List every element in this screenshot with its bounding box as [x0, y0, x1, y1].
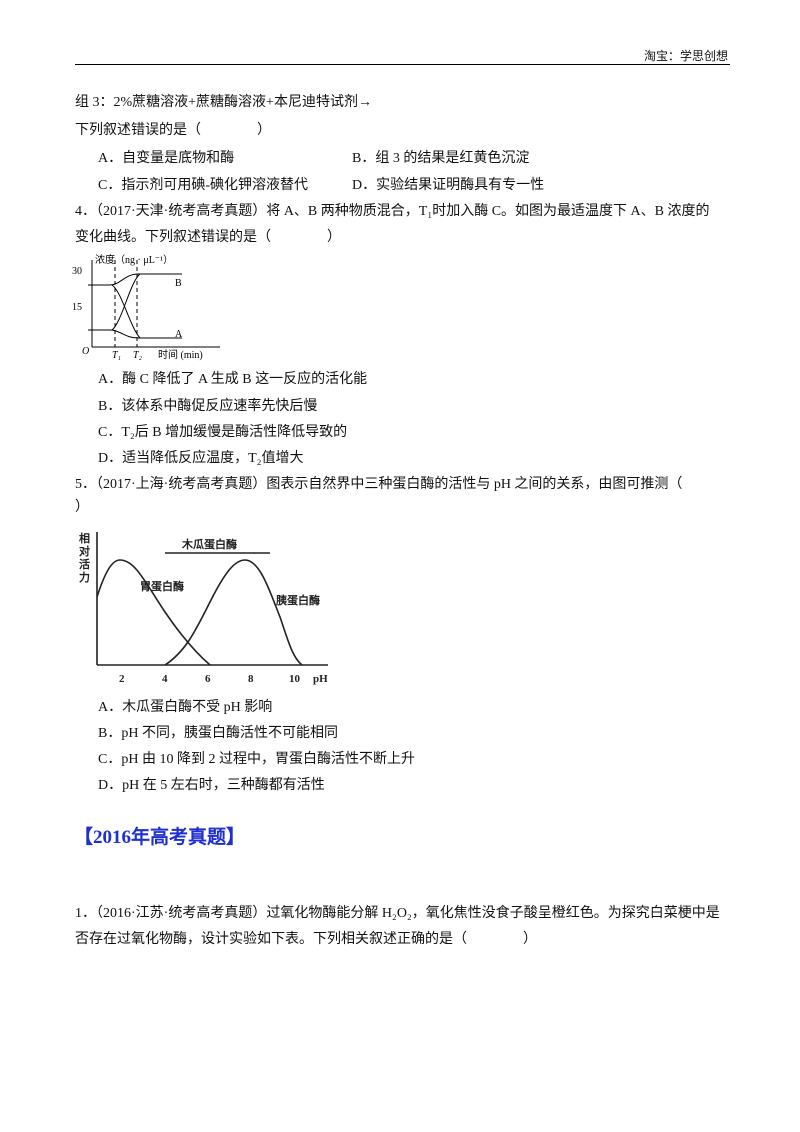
option: A．自变量是底物和酶 [98, 151, 235, 166]
option: D．适当降低反应温度，T₂值增大 [98, 451, 304, 466]
x-tick-label: 2 [119, 673, 125, 685]
x-axis-title: pH [313, 673, 328, 685]
x-tick-label: T₂ [133, 350, 143, 361]
question-stem: 下列叙述错误的是（ ） [75, 123, 271, 138]
figure-enzyme-activity: 相 对 活 力 木瓜蛋白酶 胃蛋白酶 胰蛋白酶 2 4 6 8 10 pH [79, 531, 328, 685]
curve-label: 木瓜蛋白酶 [181, 537, 237, 551]
x-tick-label: 10 [289, 673, 301, 685]
curve-b [88, 273, 182, 286]
question-stem: 否存在过氧化物酶，设计实验如下表。下列相关叙述正确的是（ ） [75, 932, 537, 947]
y-tick-label: 15 [72, 302, 82, 313]
option: B．pH 不同，胰蛋白酶活性不可能相同 [98, 726, 338, 741]
header-rule [75, 64, 730, 65]
y-axis-title: 活 [79, 557, 90, 571]
option: C．pH 由 10 降到 2 过程中，胃蛋白酶活性不断上升 [98, 752, 415, 767]
curve-a [88, 329, 182, 339]
option: D．实验结果证明酶具有专一性 [352, 178, 545, 193]
text-line: 组 3：2%蔗糖溶液+蔗糖酶溶液+本尼迪特试剂→ [75, 95, 372, 110]
y-axis-title: 对 [79, 544, 90, 558]
question-stem: 5．（2017·上海·统考高考真题）图表示自然界中三种蛋白酶的活性与 pH 之间… [75, 477, 683, 492]
y-tick-label: 30 [72, 266, 82, 277]
x-tick-label: 4 [162, 673, 168, 685]
section-title: 【2016年高考真题】 [74, 827, 246, 848]
figure-concentration: 浓度（ng · μL⁻¹） 30 15 O T₁ T₂ 时间 (min) B A [72, 253, 220, 361]
curve-label: A [175, 329, 183, 340]
curve-cross [111, 284, 141, 339]
option: A．木瓜蛋白酶不受 pH 影响 [98, 700, 273, 715]
curve-label: B [175, 278, 182, 289]
option: C．指示剂可用碘-碘化钾溶液替代 [98, 178, 308, 193]
option: D．pH 在 5 左右时，三种酶都有活性 [98, 778, 325, 793]
y-axis-title: 力 [79, 570, 90, 584]
option: B．组 3 的结果是红黄色沉淀 [352, 151, 530, 166]
question-stem: 变化曲线。下列叙述错误的是（ ） [75, 230, 341, 245]
curve-label: 胰蛋白酶 [275, 593, 320, 607]
option: B．该体系中酶促反应速率先快后慢 [98, 399, 318, 414]
x-tick-label: 8 [248, 673, 254, 685]
question-stem: 4．（2017·天津·统考高考真题）将 A、B 两种物质混合，T₁时加入酶 C。… [75, 204, 710, 219]
x-tick-label: T₁ [112, 350, 121, 361]
option: C．T₂后 B 增加缓慢是酶活性降低导致的 [98, 425, 348, 440]
option: A．酶 C 降低了 A 生成 B 这一反应的活化能 [98, 372, 368, 387]
question-stem: 1．（2016·江苏·统考高考真题）过氧化物酶能分解 H₂O₂，氧化焦性没食子酸… [75, 906, 720, 921]
y-axis-title: 相 [79, 531, 90, 545]
curve-label: 胃蛋白酶 [140, 579, 184, 593]
pepsin-curve [96, 559, 211, 666]
question-stem: ） [75, 500, 89, 515]
origin-label: O [82, 346, 89, 357]
header: 淘宝：学思创想 [643, 49, 728, 63]
curve-cross [111, 273, 141, 331]
y-axis-title: 浓度（ng · μL⁻¹） [95, 253, 173, 266]
x-axis-title: 时间 (min) [158, 348, 203, 361]
x-tick-label: 6 [205, 673, 211, 685]
trypsin-curve [164, 559, 303, 666]
